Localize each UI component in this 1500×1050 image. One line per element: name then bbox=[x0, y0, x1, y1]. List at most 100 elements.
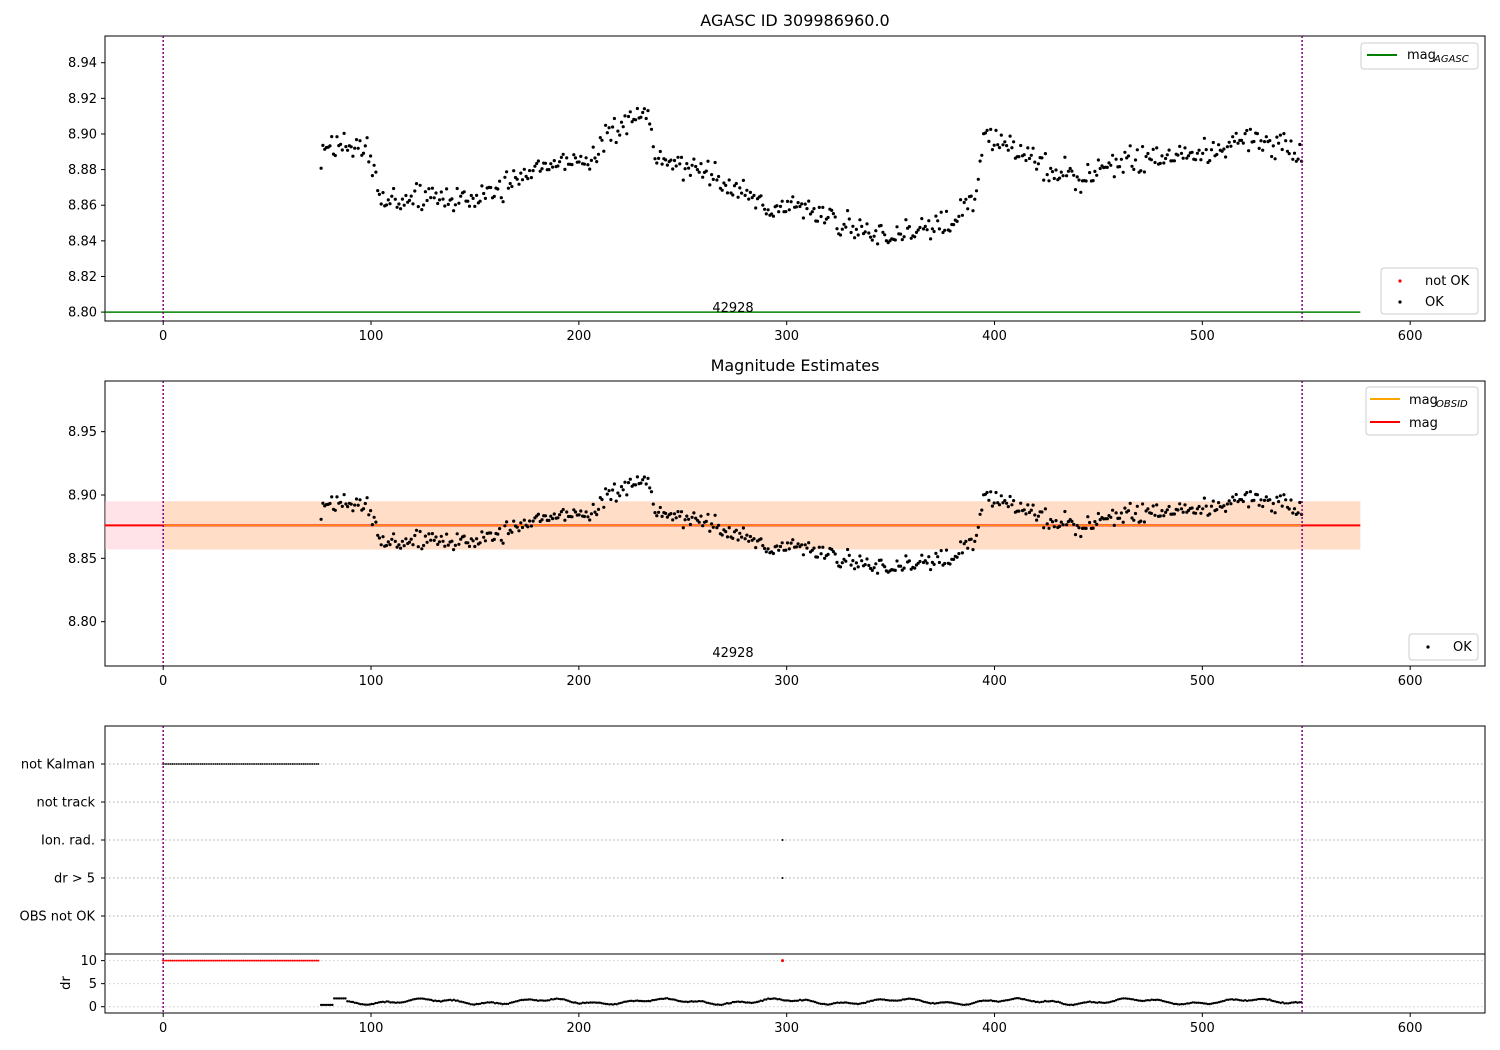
dr-point bbox=[845, 1001, 848, 1004]
dr-point bbox=[811, 1000, 815, 1003]
dr-point bbox=[581, 1001, 585, 1004]
dr-notok-point bbox=[304, 959, 307, 962]
data-point bbox=[437, 540, 442, 544]
dr-point bbox=[1051, 999, 1054, 1003]
data-point bbox=[609, 497, 613, 502]
dr-point bbox=[510, 1001, 514, 1004]
dr-point bbox=[782, 999, 785, 1002]
data-point bbox=[800, 543, 804, 547]
dr-point bbox=[864, 1001, 867, 1005]
data-point bbox=[358, 498, 362, 502]
data-point bbox=[976, 177, 980, 181]
dr-point bbox=[911, 997, 914, 1001]
data-point bbox=[591, 145, 595, 149]
data-point bbox=[1126, 509, 1131, 513]
data-point bbox=[517, 529, 521, 533]
flag-point bbox=[781, 839, 784, 841]
data-point bbox=[399, 207, 403, 211]
data-point bbox=[586, 515, 590, 519]
dr-point bbox=[825, 1003, 828, 1006]
dr-notok-point bbox=[265, 959, 268, 962]
flag-label: Ion. rad. bbox=[41, 834, 95, 849]
dr-notok-point bbox=[218, 959, 221, 962]
data-point bbox=[1075, 175, 1079, 179]
dr-point bbox=[890, 999, 893, 1002]
data-point bbox=[810, 210, 814, 214]
dr-point bbox=[334, 997, 338, 1000]
data-point bbox=[685, 514, 689, 518]
data-point bbox=[319, 166, 323, 170]
data-point bbox=[1155, 503, 1159, 507]
data-point bbox=[432, 196, 436, 200]
data-point bbox=[1176, 508, 1180, 512]
dr-notok-point bbox=[246, 959, 249, 962]
dr-point bbox=[976, 1000, 979, 1003]
data-point bbox=[846, 547, 850, 552]
dr-point bbox=[787, 999, 790, 1002]
data-point bbox=[1262, 498, 1267, 502]
data-point bbox=[1036, 162, 1040, 166]
data-point bbox=[840, 227, 844, 231]
data-point bbox=[1109, 163, 1113, 167]
data-point bbox=[506, 532, 510, 536]
dr-point bbox=[937, 1001, 940, 1005]
data-point bbox=[596, 507, 601, 511]
dr-point bbox=[830, 1002, 833, 1006]
data-point bbox=[498, 179, 502, 183]
data-point bbox=[740, 191, 744, 195]
data-point bbox=[418, 183, 422, 187]
data-point bbox=[800, 202, 804, 206]
data-point bbox=[738, 531, 742, 535]
dr-point bbox=[333, 997, 336, 1000]
data-point bbox=[634, 483, 638, 487]
data-point bbox=[1049, 166, 1053, 170]
data-point bbox=[1208, 159, 1212, 163]
data-point bbox=[1008, 494, 1012, 499]
data-point bbox=[621, 125, 625, 129]
data-point bbox=[921, 227, 926, 231]
data-point bbox=[503, 175, 507, 179]
data-point bbox=[577, 160, 581, 164]
dr-notok-point bbox=[263, 959, 266, 962]
data-point bbox=[469, 193, 473, 198]
data-point bbox=[738, 186, 742, 190]
data-point bbox=[1179, 151, 1184, 155]
dr-point bbox=[828, 1003, 832, 1006]
dr-notok-point bbox=[190, 959, 193, 962]
data-point bbox=[1197, 504, 1201, 509]
dr-point bbox=[914, 998, 918, 1001]
dr-point bbox=[492, 1001, 495, 1004]
panel2-title: Magnitude Estimates bbox=[711, 356, 880, 375]
data-point bbox=[1220, 149, 1224, 153]
data-point bbox=[872, 566, 876, 570]
data-point bbox=[540, 167, 544, 171]
data-point bbox=[1292, 151, 1297, 155]
data-point bbox=[407, 540, 412, 544]
data-point bbox=[1215, 152, 1219, 157]
data-point bbox=[1119, 157, 1123, 161]
data-point bbox=[665, 515, 670, 519]
dr-point bbox=[671, 998, 674, 1001]
data-point bbox=[918, 559, 922, 564]
data-point bbox=[943, 228, 947, 232]
data-point bbox=[339, 142, 343, 146]
data-point bbox=[1257, 146, 1261, 150]
data-point bbox=[683, 167, 687, 171]
dr-point bbox=[1060, 1002, 1064, 1005]
data-point bbox=[750, 196, 754, 200]
flag-point bbox=[235, 763, 238, 765]
dr-point bbox=[1199, 1001, 1202, 1005]
dr-notok-point bbox=[302, 959, 305, 962]
dr-notok-point bbox=[231, 959, 234, 962]
data-point bbox=[962, 542, 966, 546]
dr-point bbox=[815, 1001, 818, 1004]
data-point bbox=[1158, 514, 1162, 518]
data-point bbox=[626, 114, 631, 119]
dr-point bbox=[1159, 999, 1163, 1002]
flag-point bbox=[169, 763, 172, 765]
data-point bbox=[1194, 158, 1198, 162]
data-point bbox=[1012, 499, 1016, 503]
data-point bbox=[563, 518, 567, 522]
dr-point bbox=[525, 998, 529, 1001]
data-point bbox=[842, 222, 846, 226]
